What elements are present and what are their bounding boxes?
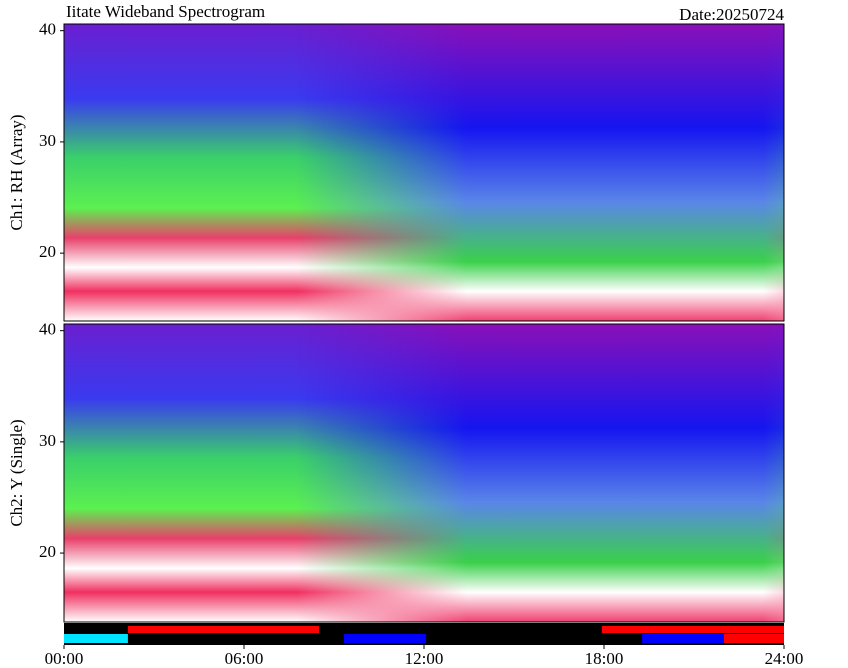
status-segment xyxy=(724,634,784,643)
chart-title: Iitate Wideband Spectrogram xyxy=(66,2,265,21)
panel-frame xyxy=(63,23,785,322)
y-tick-label: 30 xyxy=(39,131,56,150)
x-tick-label: 18:00 xyxy=(585,649,624,668)
status-segment xyxy=(127,626,320,633)
y-tick-label: 20 xyxy=(39,542,56,561)
panel-frame xyxy=(63,323,785,623)
spectrogram-image xyxy=(64,24,784,622)
status-segment xyxy=(343,634,427,643)
y-axis-label: Ch1: RH (Array) xyxy=(7,114,26,230)
y-tick-label: 30 xyxy=(39,431,56,450)
status-segment xyxy=(601,626,784,633)
x-tick-label: 00:00 xyxy=(45,649,84,668)
y-tick-label: 40 xyxy=(39,320,56,339)
y-axis-label: Ch2: Y (Single) xyxy=(7,419,26,526)
status-segment xyxy=(64,634,128,643)
y-tick-label: 40 xyxy=(39,20,56,39)
date-label: Date:20250724 xyxy=(679,5,784,24)
status-segment xyxy=(642,634,724,643)
y-tick-label: 20 xyxy=(39,242,56,261)
x-tick-label: 24:00 xyxy=(765,649,804,668)
x-tick-label: 06:00 xyxy=(225,649,264,668)
x-tick-label: 12:00 xyxy=(405,649,444,668)
